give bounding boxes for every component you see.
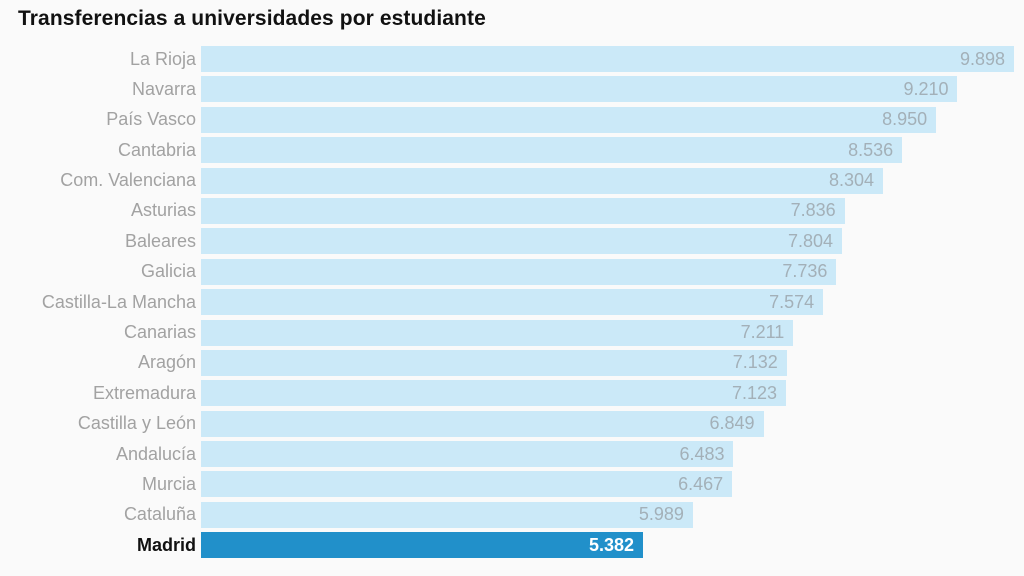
row-label: Asturias (130, 200, 196, 221)
row-label: Navarra (131, 78, 196, 99)
chart-row: Aragón 7.132 (0, 349, 1024, 376)
row-label: Andalucía (115, 443, 196, 464)
chart-row: Asturias 7.836 (0, 197, 1024, 224)
row-label: Castilla-La Mancha (41, 291, 196, 312)
chart-row: Baleares 7.804 (0, 228, 1024, 255)
chart-row: Murcia 6.467 (0, 471, 1024, 498)
chart-row: Extremadura 7.123 (0, 380, 1024, 407)
bar-value-label: 8.950 (882, 109, 928, 130)
bar-value-label: 5.989 (638, 504, 684, 525)
bar-track: 7.736 (201, 258, 1014, 285)
chart-row: Castilla y León 6.849 (0, 410, 1024, 437)
row-label: Canarias (123, 322, 196, 343)
bar-track: 9.898 (201, 46, 1014, 72)
bar-value-label: 7.123 (732, 382, 778, 403)
bar: 7.132 (201, 349, 787, 376)
bar-track: 7.836 (201, 197, 1014, 224)
row-label: La Rioja (129, 48, 196, 69)
bar-track: 7.804 (201, 228, 1014, 255)
bar-value-label: 7.836 (790, 200, 836, 221)
bar-value-label: 7.736 (782, 261, 828, 282)
chart-row: País Vasco 8.950 (0, 106, 1024, 133)
bar-track: 7.211 (201, 319, 1014, 346)
row-label: País Vasco (106, 109, 196, 130)
bar-track: 8.536 (201, 137, 1014, 164)
bar: 7.574 (201, 289, 824, 316)
chart-row: Andalucía 6.483 (0, 441, 1024, 468)
bar-track: 9.210 (201, 76, 1014, 103)
chart-row: Cantabria 8.536 (0, 137, 1024, 164)
row-label: Madrid (136, 534, 196, 555)
bar-track: 5.382 (201, 532, 1014, 559)
bar-value-label: 6.467 (678, 473, 724, 494)
row-label: Baleares (124, 230, 196, 251)
bar: 5.989 (201, 501, 693, 528)
chart-row: Canarias 7.211 (0, 319, 1024, 346)
bar-value-label: 9.210 (903, 78, 949, 99)
chart-row: Cataluña 5.989 (0, 501, 1024, 528)
bar: 7.836 (201, 197, 845, 224)
row-label: Cataluña (123, 504, 196, 525)
bar-value-label: 9.898 (959, 48, 1005, 69)
chart-row: Castilla-La Mancha 7.574 (0, 289, 1024, 316)
chart-row: Madrid 5.382 (0, 532, 1024, 559)
bar-value-label: 7.804 (787, 230, 833, 251)
chart-row: Navarra 9.210 (0, 76, 1024, 103)
bar: 7.123 (201, 380, 787, 407)
bar-value-label: 8.536 (848, 139, 894, 160)
row-label: Aragón (137, 352, 196, 373)
bar-track: 7.132 (201, 349, 1014, 376)
chart-row: Com. Valenciana 8.304 (0, 167, 1024, 194)
row-label: Murcia (141, 473, 196, 494)
bar: 7.736 (201, 258, 837, 285)
bar-track: 7.574 (201, 289, 1014, 316)
bar-value-label: 6.483 (679, 443, 725, 464)
chart-title: Transferencias a universidades por estud… (18, 7, 486, 30)
bar: 9.210 (201, 76, 958, 103)
row-label: Cantabria (117, 139, 196, 160)
bar-value-label: 6.849 (709, 413, 755, 434)
row-label: Extremadura (92, 382, 196, 403)
bar: 9.898 (201, 46, 1014, 72)
chart-row: Galicia 7.736 (0, 258, 1024, 285)
bar-track: 6.467 (201, 471, 1014, 498)
bar: 7.804 (201, 228, 842, 255)
bar: 8.536 (201, 137, 903, 164)
bar-track: 7.123 (201, 380, 1014, 407)
bar-track: 5.989 (201, 501, 1014, 528)
bar-track: 6.849 (201, 410, 1014, 437)
bar-track: 8.950 (201, 106, 1014, 133)
row-label: Castilla y León (77, 413, 196, 434)
bar-value-label: 7.211 (740, 322, 785, 343)
bar: 6.849 (201, 410, 764, 437)
bar-value-label: 5.382 (589, 534, 635, 555)
bar: 6.483 (201, 441, 734, 468)
bar: 7.211 (201, 319, 794, 346)
bar-value-label: 7.132 (732, 352, 778, 373)
chart-row: La Rioja 9.898 (0, 46, 1024, 72)
bar: 5.382 (201, 532, 644, 559)
bar: 8.304 (201, 167, 884, 194)
row-label: Com. Valenciana (60, 170, 196, 191)
bar-value-label: 8.304 (829, 170, 875, 191)
bar: 6.467 (201, 471, 733, 498)
bar-track: 8.304 (201, 167, 1014, 194)
bar: 8.950 (201, 106, 937, 133)
row-label: Galicia (140, 261, 196, 282)
bar-value-label: 7.574 (769, 291, 815, 312)
bar-track: 6.483 (201, 441, 1014, 468)
chart-rows: La Rioja 9.898 Navarra 9.210 País Vasco … (0, 46, 1024, 559)
